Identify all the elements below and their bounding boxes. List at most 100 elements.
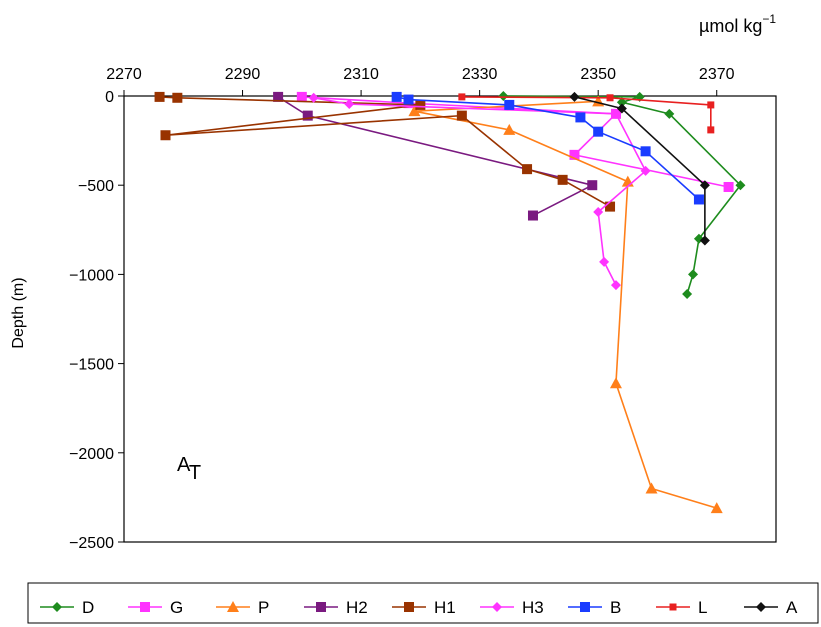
legend-swatch-marker — [492, 602, 502, 612]
legend-item-b: B — [568, 598, 621, 617]
series-l-point — [707, 126, 715, 134]
series-h1-line — [159, 96, 611, 208]
y-tick-label: −1500 — [69, 357, 114, 374]
series-h1-point — [415, 99, 426, 110]
annotation-label: AT — [177, 454, 201, 484]
legend-label-b: B — [610, 598, 621, 617]
series-g — [296, 91, 734, 192]
series-b — [391, 91, 704, 205]
series-h1-point — [154, 91, 165, 102]
series-l-point — [606, 94, 614, 102]
series-p-point — [503, 123, 516, 135]
series-g-point — [296, 91, 307, 102]
series-b-point — [403, 94, 414, 105]
legend-swatch-marker — [52, 602, 62, 612]
x-tick-label: 2270 — [106, 66, 142, 83]
series-h3 — [308, 92, 651, 291]
series-h2 — [273, 91, 598, 221]
series-g-point — [723, 181, 734, 192]
legend-label-h1: H1 — [434, 598, 456, 617]
series-d-point — [735, 180, 746, 191]
y-tick-label: −2000 — [69, 446, 114, 463]
x-tick-label: 2290 — [225, 66, 261, 83]
legend-label-l: L — [698, 598, 707, 617]
y-tick-label: −500 — [78, 178, 114, 195]
legend-item-g: G — [128, 598, 183, 617]
series-p-point — [710, 502, 723, 514]
series-l — [458, 93, 715, 134]
series-h2-line — [277, 96, 594, 217]
x-axis-unit-label: µmol kg−1 — [699, 12, 776, 36]
legend-item-d: D — [40, 598, 94, 617]
legend-item-l: L — [656, 598, 707, 617]
legend-items: D G P H2 H1 H3 B L A — [40, 598, 798, 617]
legend-item-h2: H2 — [304, 598, 368, 617]
legend-label-a: A — [786, 598, 798, 617]
series-h2-point — [302, 110, 313, 121]
y-tick-label: −2500 — [69, 535, 114, 552]
series-p-point — [621, 175, 634, 187]
x-tick-label: 2350 — [580, 66, 616, 83]
plot-area-frame — [123, 95, 777, 543]
legend-swatch-marker — [580, 602, 590, 612]
series-d-point — [498, 91, 509, 101]
series-a-point — [699, 235, 710, 246]
legend-label-h3: H3 — [522, 598, 544, 617]
series-d-point — [664, 108, 675, 119]
series-h3-point — [599, 256, 610, 267]
legend-label-h2: H2 — [346, 598, 368, 617]
series-l-line — [461, 96, 712, 130]
series-b-point — [391, 91, 402, 102]
series-a-point — [569, 91, 580, 102]
series-a-line — [574, 96, 706, 241]
legend-swatch-marker — [669, 603, 677, 611]
series-b-point — [504, 99, 515, 110]
series-p-point — [408, 105, 421, 117]
series-h1-point — [605, 201, 616, 212]
series-h3-point — [610, 280, 621, 291]
legend-label-d: D — [82, 598, 94, 617]
tick-label-layer: 2270 2290 2310 2330 2350 2370 0 −500 −1000 −1500 −… — [69, 66, 735, 552]
series-p — [408, 95, 723, 514]
series-a — [569, 91, 710, 246]
legend-swatch-marker — [227, 601, 239, 612]
series-layer — [154, 91, 746, 514]
legend-label-g: G — [170, 598, 183, 617]
series-d — [498, 91, 746, 300]
x-tick-label: 2330 — [462, 66, 498, 83]
series-h2-point — [527, 210, 538, 221]
series-p-point — [645, 482, 658, 494]
y-tick-label: 0 — [105, 89, 114, 106]
series-h3-line — [313, 96, 647, 286]
series-d-point — [682, 289, 693, 300]
y-tick-label: −1000 — [69, 267, 114, 284]
series-b-point — [640, 146, 651, 157]
series-h3-point — [344, 99, 355, 110]
legend-frame — [27, 582, 819, 624]
legend-swatch-marker — [316, 602, 326, 612]
series-h1-point — [172, 92, 183, 103]
series-h2-point — [587, 180, 598, 191]
series-h3-point — [308, 92, 319, 103]
series-b-point — [575, 112, 586, 123]
legend: D G P H2 H1 H3 B L A — [27, 582, 819, 624]
legend-item-h1: H1 — [392, 598, 456, 617]
series-h1-point — [456, 110, 467, 121]
series-h2-point — [273, 91, 284, 102]
series-h3-point — [610, 108, 621, 119]
axis-ticks-layer — [118, 90, 718, 543]
series-h1-point — [522, 164, 533, 175]
legend-swatch-marker — [404, 602, 414, 612]
legend-swatch-marker — [140, 602, 150, 612]
series-b-point — [693, 194, 704, 205]
series-l-point — [458, 93, 466, 101]
series-b-point — [593, 126, 604, 137]
series-p-line — [413, 100, 717, 509]
series-h1-point — [557, 174, 568, 185]
legend-label-p: P — [258, 598, 269, 617]
series-d-point — [688, 269, 699, 280]
legend-item-h3: H3 — [480, 598, 544, 617]
series-h3-point — [640, 165, 651, 176]
series-p-point — [609, 377, 622, 389]
